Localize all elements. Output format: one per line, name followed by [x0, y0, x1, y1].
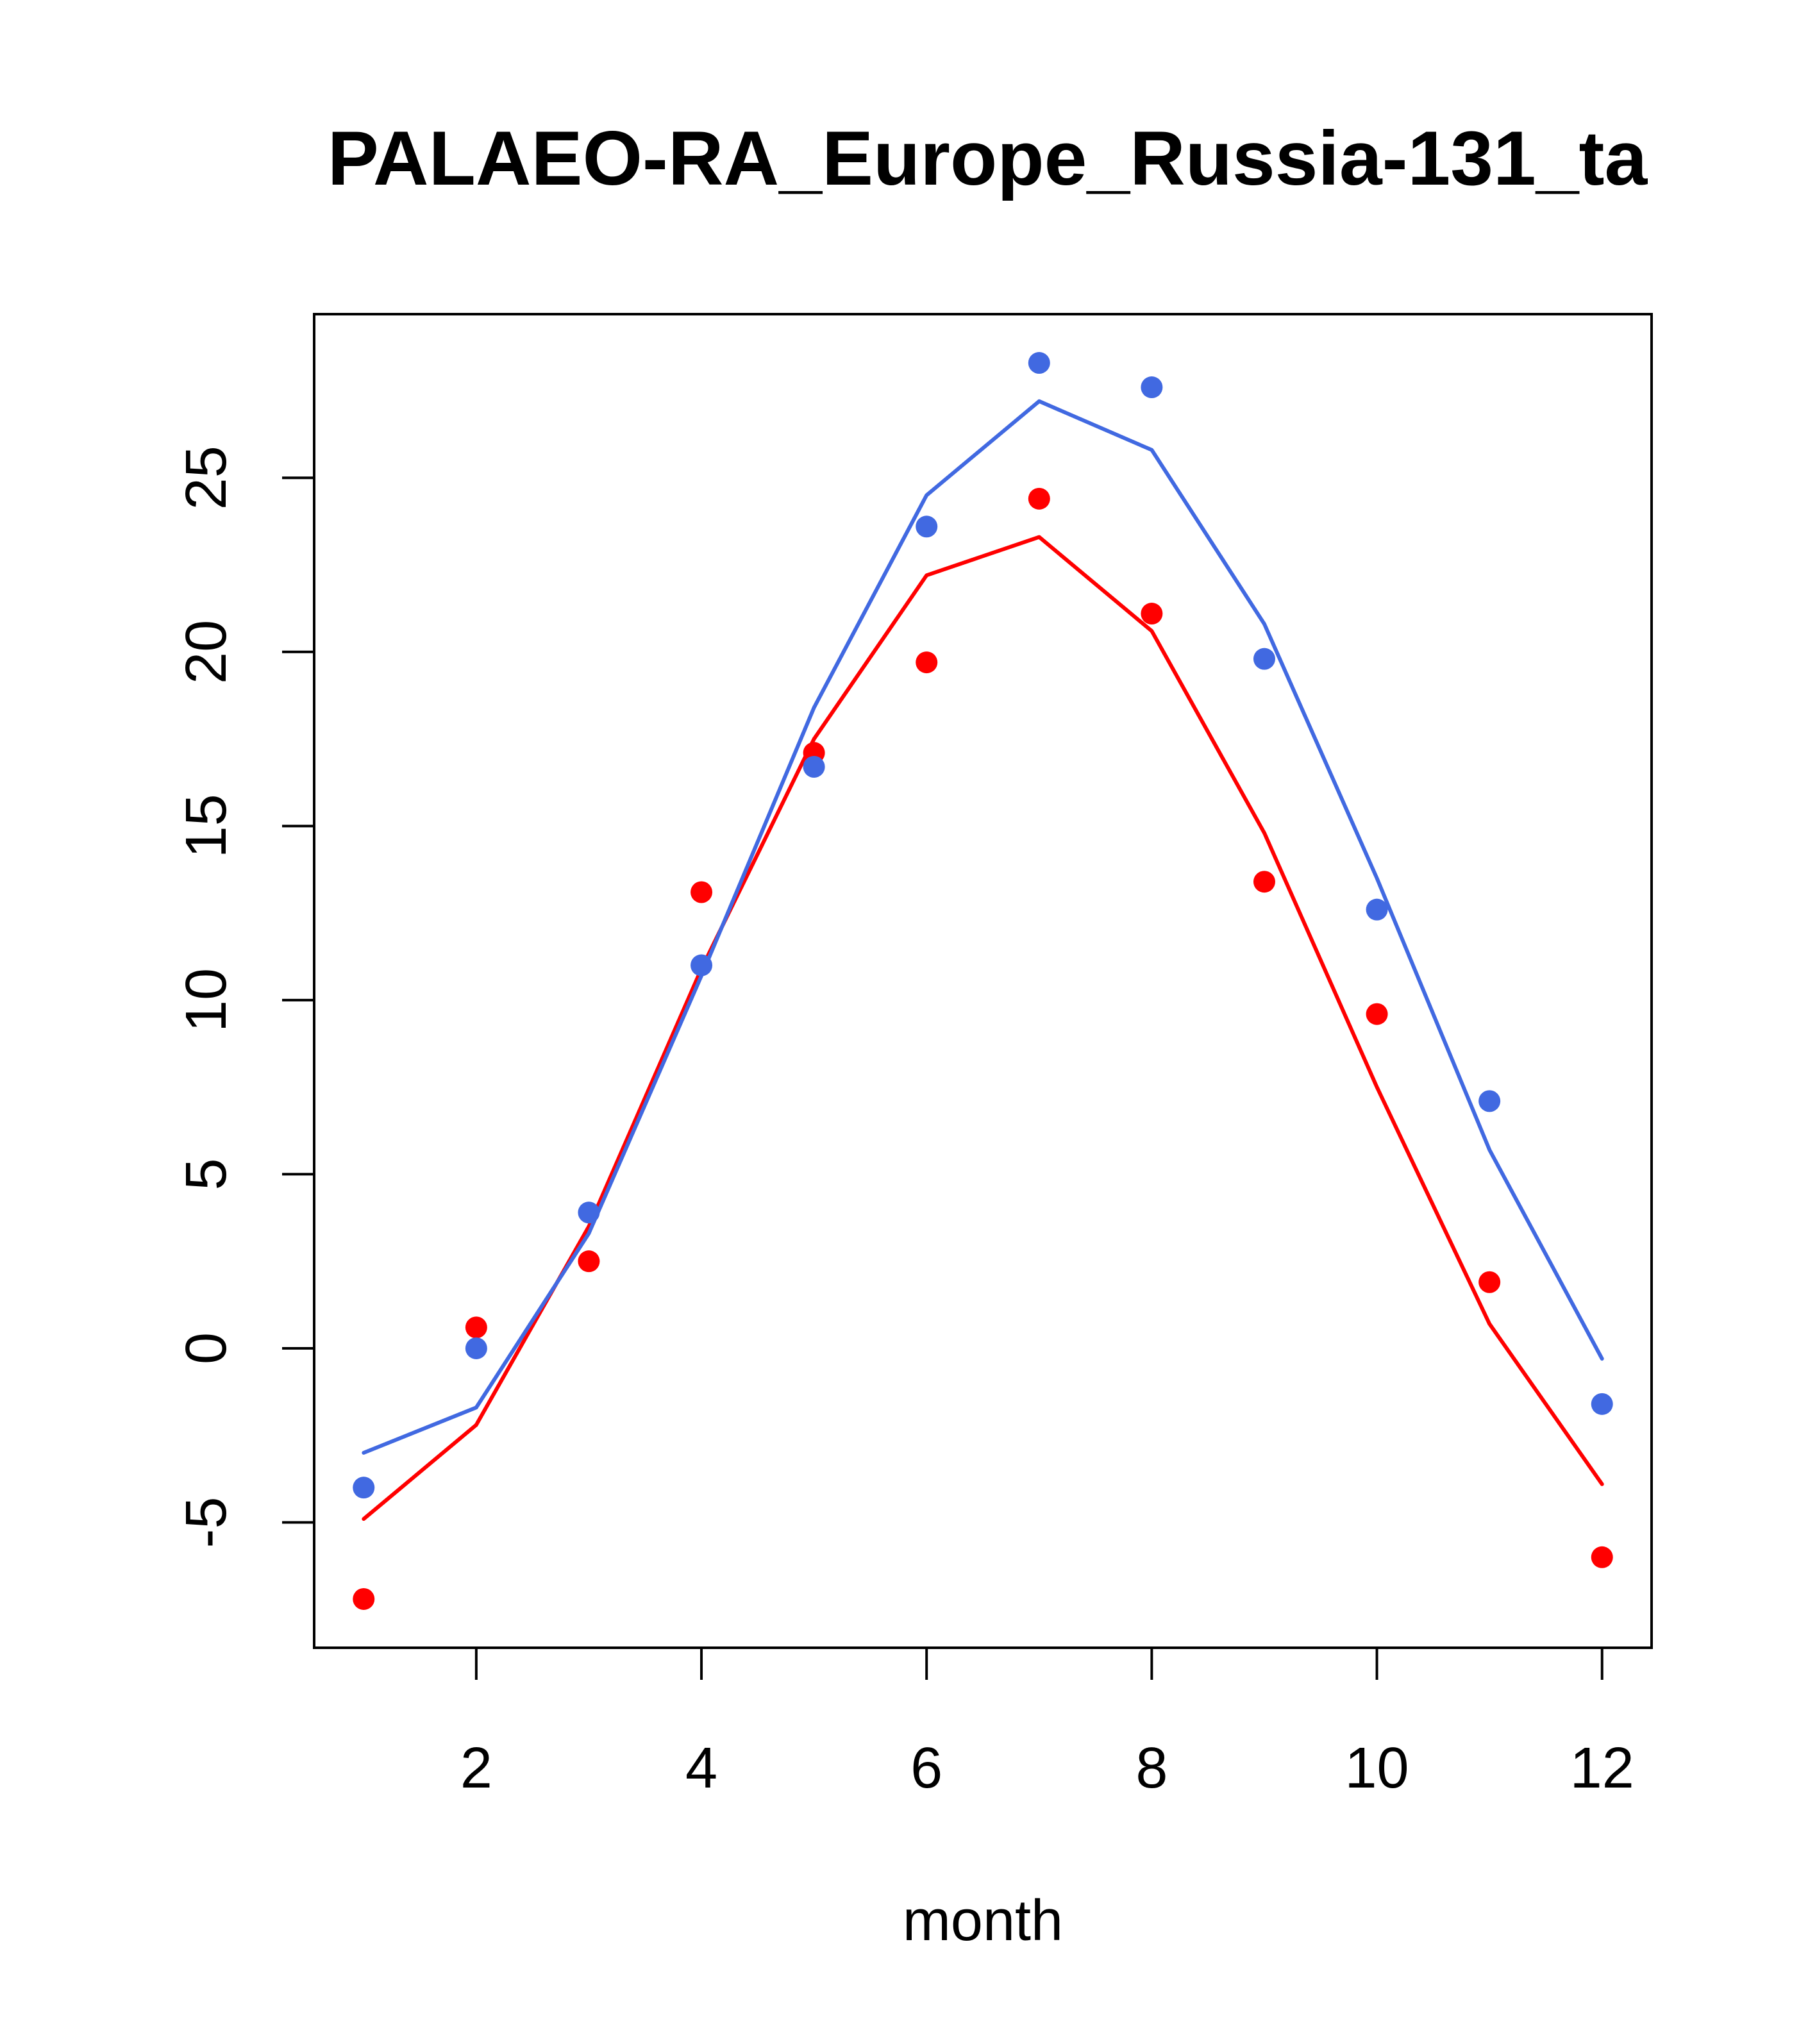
- series-1-point: [465, 1316, 487, 1339]
- series-1-point: [1366, 1003, 1388, 1025]
- series-2-point: [1253, 648, 1275, 670]
- x-axis-label: month: [903, 1889, 1063, 1953]
- series-2-point: [578, 1202, 600, 1224]
- y-tick-label: 10: [174, 968, 239, 1032]
- y-tick-label: 5: [174, 1158, 239, 1190]
- y-tick-label: -5: [174, 1496, 239, 1548]
- series-1-point: [691, 881, 713, 903]
- series-1-point: [916, 651, 938, 674]
- x-tick-label: 4: [685, 1736, 717, 1800]
- series-2-line: [362, 399, 1604, 1455]
- y-tick-label: 25: [174, 446, 239, 510]
- series-1-point: [1028, 487, 1050, 510]
- series-2: [353, 352, 1613, 1499]
- y-tick-label: 0: [174, 1332, 239, 1364]
- series-1-point: [1478, 1271, 1501, 1293]
- x-tick-label: 10: [1345, 1736, 1409, 1800]
- chart-title: PALAEO-RA_Europe_Russia-131_ta: [328, 115, 1648, 201]
- x-tick-label: 12: [1570, 1736, 1634, 1800]
- series-2-point: [803, 756, 825, 778]
- x-axis: 2 4 6 8 10 12: [460, 1646, 1634, 1800]
- series-2-point: [1028, 352, 1050, 374]
- series-2-point: [916, 515, 938, 538]
- series-2-point: [691, 954, 713, 976]
- series-1-point: [1591, 1546, 1613, 1568]
- y-tick-label: 20: [174, 620, 239, 684]
- series-1-point: [1253, 871, 1275, 893]
- x-tick-label: 8: [1135, 1736, 1168, 1800]
- x-tick-label: 6: [910, 1736, 942, 1800]
- series-1-point: [353, 1587, 375, 1610]
- series-2-point: [1591, 1393, 1613, 1415]
- series-layer: [353, 352, 1613, 1610]
- series-2-point: [465, 1337, 487, 1359]
- series-2-point: [1141, 376, 1163, 399]
- series-1-point: [578, 1250, 600, 1273]
- x-tick-label: 2: [460, 1736, 492, 1800]
- y-axis: -5 0 5 10 15 20 25: [174, 446, 315, 1548]
- y-tick-label: 15: [174, 794, 239, 858]
- series-2-point: [1478, 1090, 1501, 1112]
- series-2-point: [353, 1477, 375, 1499]
- series-1-point: [1141, 603, 1163, 625]
- series-2-point: [1366, 898, 1388, 921]
